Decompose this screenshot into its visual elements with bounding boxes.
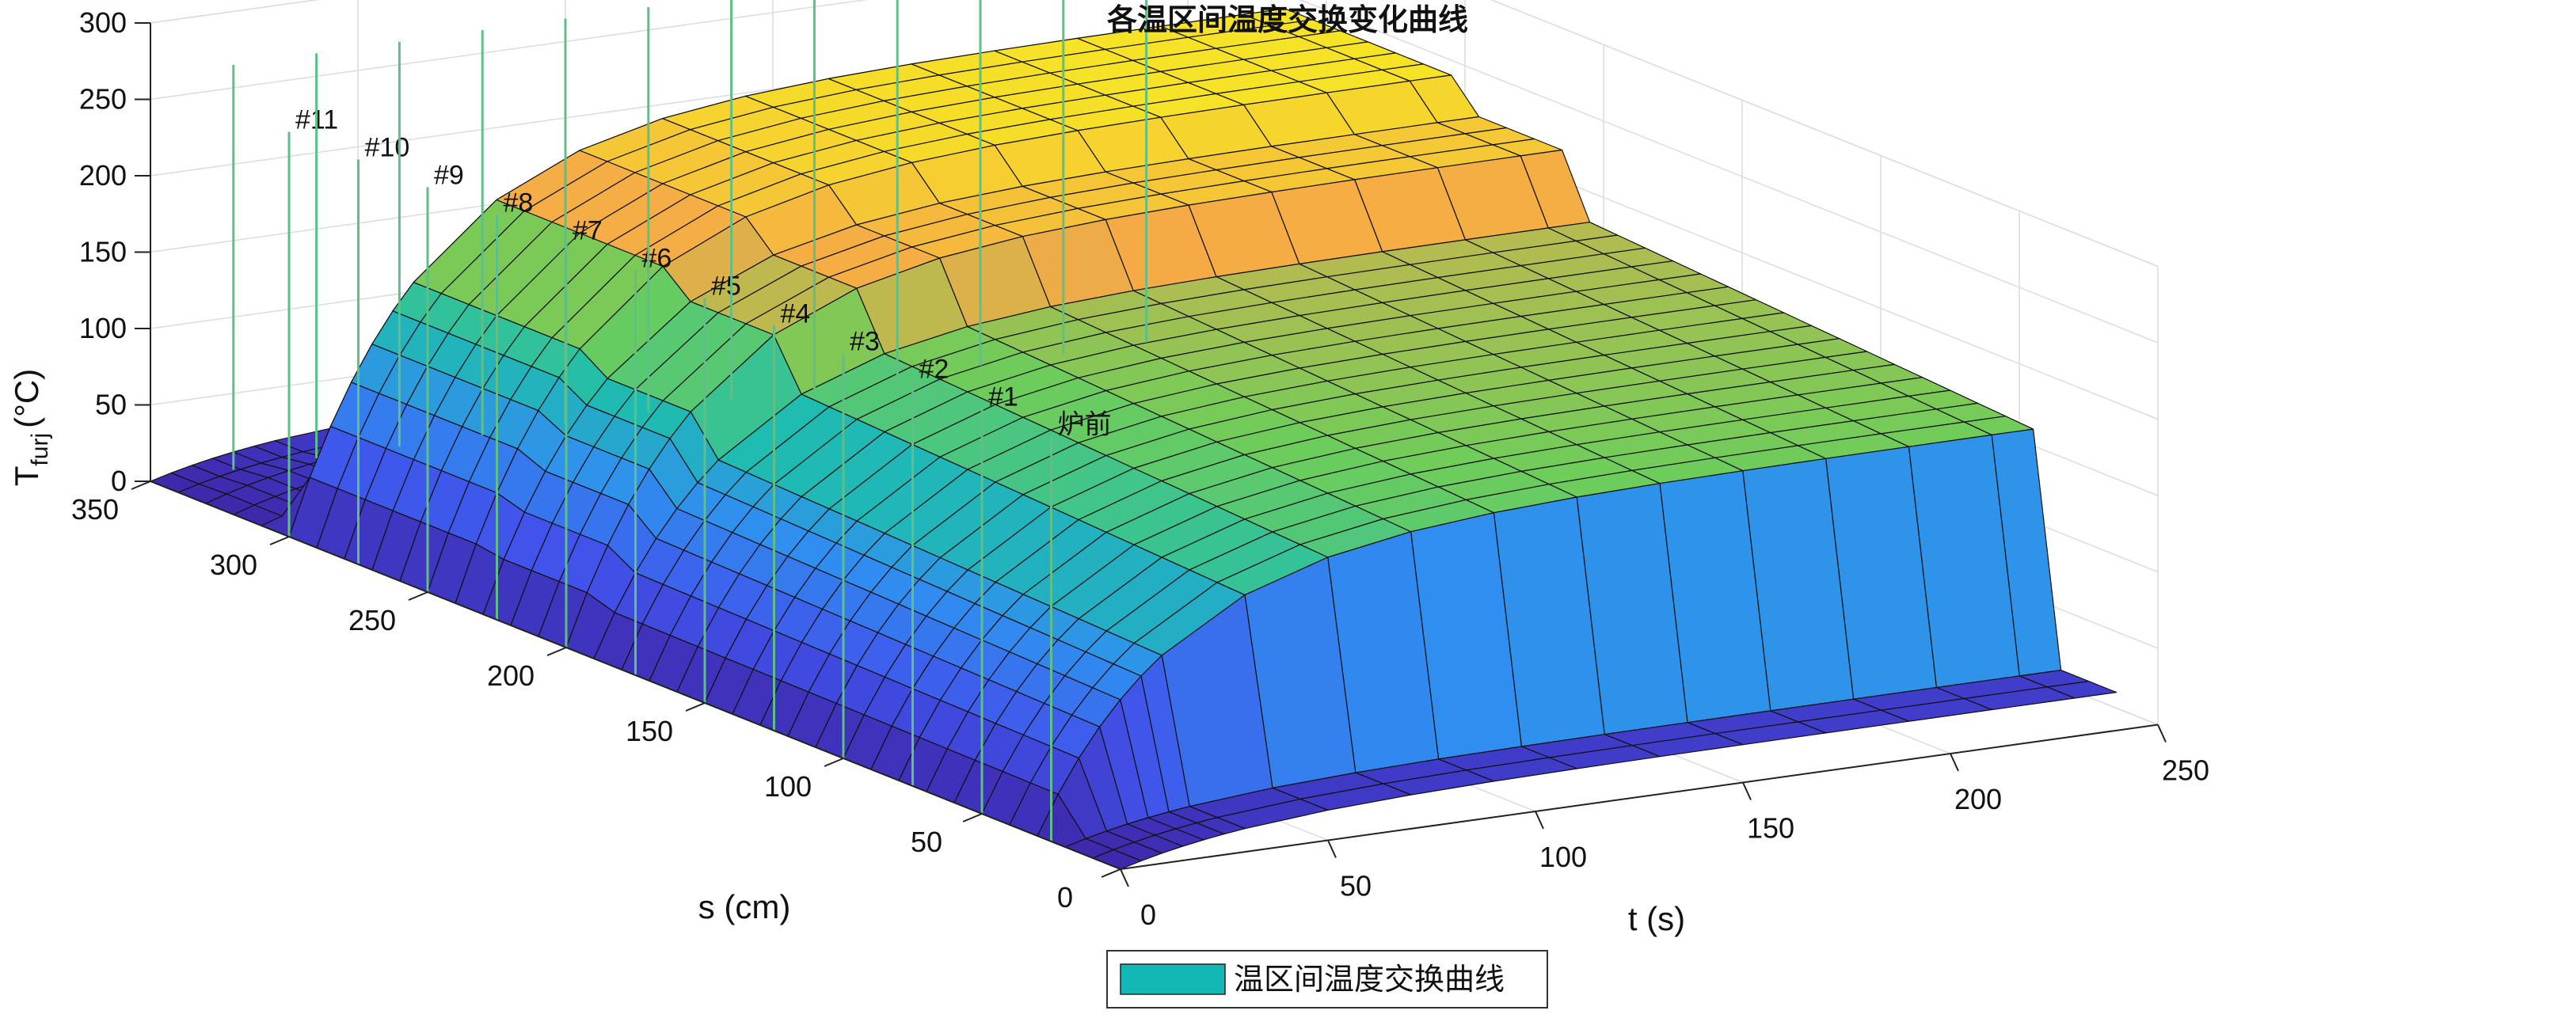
legend-swatch [1120, 963, 1226, 995]
zone-label-0: 炉前 [1058, 410, 1112, 440]
s-tick-label-0: 0 [1057, 881, 1073, 914]
zone-label-10: #10 [365, 133, 410, 163]
s-axis-line [150, 481, 1121, 870]
legend-entry-0: 温区间温度交换曲线 [1234, 963, 1505, 997]
z-tick-label-3: 150 [79, 236, 127, 268]
t-tick-label-4: 200 [1954, 783, 2002, 815]
t-axis-line [1120, 724, 2159, 870]
zone-label-2: #2 [919, 355, 949, 385]
axes: 0501001502002503003500501001502002500501… [71, 6, 2209, 931]
s-tick-2 [824, 758, 844, 767]
t-tick-3 [1742, 782, 1752, 800]
s-tick-label-2: 100 [764, 770, 812, 803]
t-tick-label-0: 0 [1140, 898, 1156, 931]
zone-label-4: #4 [781, 299, 811, 329]
svg-text:Tfurj(°C): Tfurj (°C) [8, 369, 53, 486]
t-tick-4 [1950, 753, 1959, 772]
zone-markers: 炉前#1#2#3#4#5#6#7#8#9#10#11 [232, 0, 1148, 841]
zone-label-8: #8 [504, 188, 534, 218]
t-tick-5 [2157, 724, 2167, 743]
zone-label-3: #3 [850, 327, 880, 357]
s-tick-0 [1101, 868, 1121, 878]
box-top-edges [150, 0, 2159, 268]
z-tick-label-6: 300 [79, 6, 127, 39]
t-tick-label-1: 50 [1340, 870, 1372, 902]
zone-label-1: #1 [988, 382, 1018, 412]
t-tick-label-3: 150 [1747, 812, 1794, 845]
s-tick-4 [546, 647, 567, 656]
s-tick-5 [408, 591, 428, 601]
z-axis-label-main: T [8, 466, 45, 487]
s-tick-label-4: 200 [487, 659, 535, 692]
z-tick-label-1: 50 [95, 389, 127, 421]
zone-label-7: #7 [573, 216, 603, 246]
t-tick-0 [1120, 868, 1129, 887]
t-tick-2 [1535, 811, 1544, 830]
s-tick-label-1: 50 [911, 826, 942, 858]
t-tick-label-5: 250 [2162, 754, 2209, 787]
s-tick-label-5: 250 [348, 604, 396, 636]
s-tick-1 [962, 813, 983, 822]
t-tick-1 [1327, 840, 1337, 858]
y-axis-label: s (cm) [698, 888, 791, 925]
z-axis-label-unit: (°C) [8, 369, 45, 428]
s-tick-label-6: 300 [210, 549, 257, 581]
t-tick-label-2: 100 [1539, 841, 1587, 873]
z-tick-label-0: 0 [111, 465, 127, 497]
z-tick-label-2: 100 [79, 312, 127, 344]
zone-label-6: #6 [642, 244, 672, 274]
legend: 温区间温度交换曲线 [1106, 950, 1548, 1009]
zone-label-9: #9 [434, 161, 464, 191]
s-tick-label-7: 350 [71, 493, 119, 526]
z-tick-label-4: 200 [79, 159, 127, 192]
z-axis-label-sub: furj [27, 433, 53, 466]
s-tick-6 [269, 536, 290, 545]
z-axis-label: Tfurj (°C) [8, 369, 53, 486]
s-tick-3 [685, 702, 706, 712]
s-tick-7 [131, 481, 151, 490]
x-axis-label: t (s) [1628, 900, 1685, 937]
surface-plot [150, 8, 2117, 870]
zone-label-5: #5 [711, 272, 741, 302]
z-tick-label-5: 250 [79, 83, 127, 116]
chart-title: 各温区间温度交换变化曲线 [1107, 3, 1468, 37]
grid-line-z-5 [150, 0, 2159, 344]
s-tick-label-3: 150 [626, 715, 673, 747]
